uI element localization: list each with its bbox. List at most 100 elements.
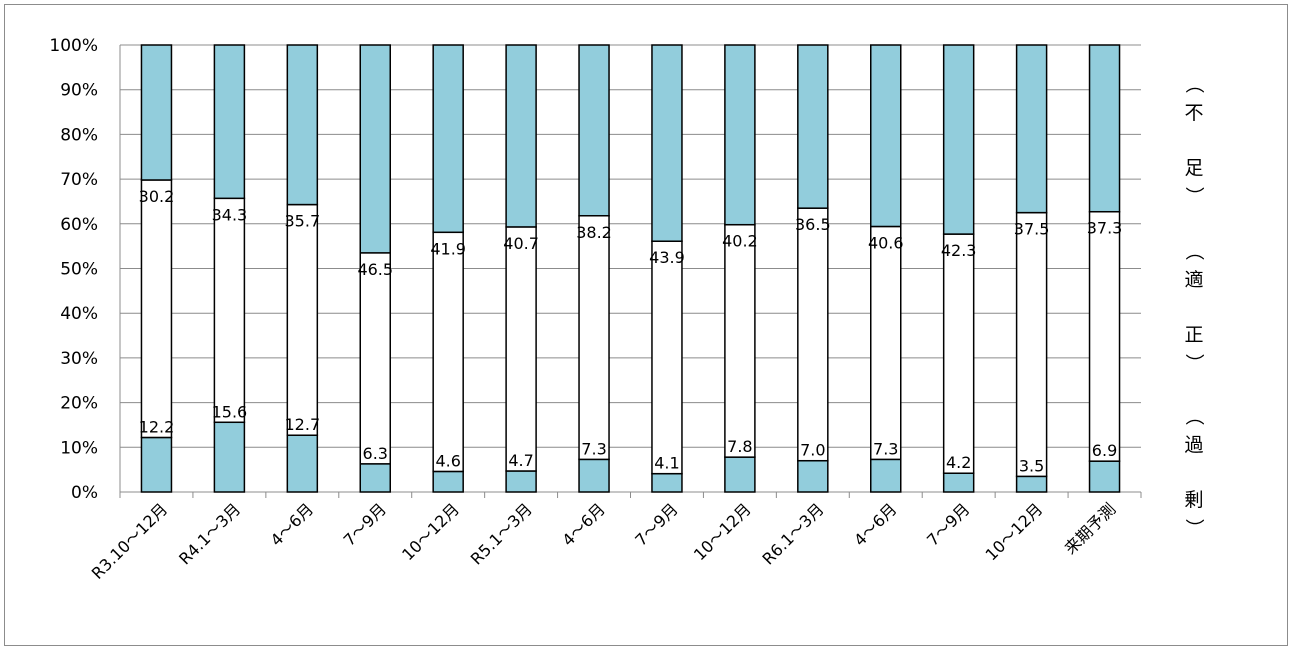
x-tick-label: R6.1～3月 xyxy=(759,499,828,568)
data-label-over: 4.2 xyxy=(946,453,971,472)
bar-segment-over xyxy=(797,459,829,493)
data-label-over: 7.0 xyxy=(800,441,825,460)
x-tick-label: R3.10～12月 xyxy=(88,499,172,583)
y-tick-label: 20% xyxy=(60,394,98,414)
x-tick-label: 4～6月 xyxy=(558,499,608,549)
data-label-short: 30.2 xyxy=(139,187,175,206)
y-tick-label: 30% xyxy=(60,349,98,369)
bar-segment-proper xyxy=(359,252,391,465)
bar-segment-proper xyxy=(724,223,756,458)
data-label-over: 3.5 xyxy=(1019,456,1044,475)
data-label-over: 4.1 xyxy=(654,454,679,473)
bar-segment-over xyxy=(359,463,391,493)
bar-segment-short xyxy=(140,44,173,181)
bar-segment-short xyxy=(213,44,246,200)
x-tick-label: 7～9月 xyxy=(631,499,681,549)
x-tick-label: R5.1～3月 xyxy=(467,499,536,568)
data-label-short: 46.5 xyxy=(357,260,393,279)
bar-segment-over xyxy=(942,472,975,493)
x-tick-label: 10～12月 xyxy=(398,499,463,564)
bar-segment-short xyxy=(724,44,756,226)
side-label-char: 正 xyxy=(1184,324,1203,346)
y-tick-label: 50% xyxy=(60,260,98,280)
x-tick-label: R4.1～3月 xyxy=(175,499,244,568)
bar-segment-short xyxy=(1015,44,1048,214)
bar-segment-over xyxy=(578,458,610,493)
bar-segment-short xyxy=(505,44,537,228)
x-tick-label: 7～9月 xyxy=(923,499,973,549)
bar-segment-over xyxy=(286,434,319,493)
bar-segment-proper xyxy=(578,215,610,461)
data-label-short: 40.2 xyxy=(722,232,758,251)
bar-segment-short xyxy=(651,44,683,242)
y-tick-label: 40% xyxy=(60,304,98,324)
bar-segment-proper xyxy=(140,179,173,439)
data-label-over: 6.3 xyxy=(363,444,388,463)
side-label-char: 適 xyxy=(1184,269,1203,291)
bar-segment-proper xyxy=(1088,210,1121,462)
bar-segment-proper xyxy=(651,240,683,475)
bar-segment-over xyxy=(870,458,902,493)
bar-segment-proper xyxy=(797,207,829,462)
side-label-char: （ xyxy=(1183,406,1205,425)
bar-segment-short xyxy=(1088,44,1121,213)
side-label-char: 不 xyxy=(1184,102,1203,124)
x-tick-label: 来期予測 xyxy=(1061,499,1120,558)
x-tick-label: 7～9月 xyxy=(340,499,390,549)
data-label-short: 40.7 xyxy=(503,234,539,253)
side-label-char: 足 xyxy=(1184,157,1203,179)
data-label-over: 12.7 xyxy=(285,415,321,434)
data-label-short: 36.5 xyxy=(795,215,831,234)
bar-segment-short xyxy=(942,44,975,235)
x-tick-label: 10～12月 xyxy=(982,499,1047,564)
side-label-char: 過 xyxy=(1184,434,1203,456)
y-tick-label: 10% xyxy=(60,438,98,458)
bar-segment-short xyxy=(432,44,464,234)
side-label-char: （ xyxy=(1183,74,1205,93)
bar-segment-short xyxy=(870,44,902,228)
x-tick-label: 4～6月 xyxy=(267,499,317,549)
data-label-short: 40.6 xyxy=(868,233,904,252)
y-tick-label: 80% xyxy=(60,125,98,145)
side-label-char: 剰 xyxy=(1184,489,1203,511)
bar-segment-over xyxy=(213,421,246,493)
bar-segment-short xyxy=(797,44,829,209)
data-label-over: 4.7 xyxy=(508,451,533,470)
bar-segment-proper xyxy=(505,226,537,472)
side-label-char: （ xyxy=(1183,241,1205,260)
bar-segment-proper xyxy=(870,225,902,461)
data-label-over: 7.3 xyxy=(581,439,606,458)
bar-segment-short xyxy=(286,44,319,206)
data-label-over: 12.2 xyxy=(139,417,175,436)
data-label-over: 6.9 xyxy=(1092,441,1117,460)
y-tick-label: 70% xyxy=(60,170,98,190)
bar-segment-over xyxy=(651,472,683,493)
data-label-short: 41.9 xyxy=(430,239,466,258)
data-label-short: 34.3 xyxy=(212,205,248,224)
data-label-short: 35.7 xyxy=(285,212,321,231)
data-label-over: 7.3 xyxy=(873,439,898,458)
y-tick-label: 60% xyxy=(60,215,98,235)
data-label-short: 43.9 xyxy=(649,248,685,267)
y-tick-label: 90% xyxy=(60,81,98,101)
bar-segment-proper xyxy=(213,197,246,424)
side-label-char: ） xyxy=(1183,353,1205,372)
bar-segment-proper xyxy=(432,231,464,473)
bar-segment-proper xyxy=(1015,211,1048,478)
bar-segment-short xyxy=(578,44,610,217)
data-label-over: 15.6 xyxy=(212,402,248,421)
y-tick-label: 100% xyxy=(49,36,98,56)
x-tick-label: 4～6月 xyxy=(850,499,900,549)
data-label-short: 42.3 xyxy=(941,241,977,260)
bar-segment-over xyxy=(1088,460,1121,493)
bar-segment-over xyxy=(505,470,537,493)
side-label-char: ） xyxy=(1183,186,1205,205)
bar-segment-short xyxy=(359,44,391,254)
x-tick-label: 10～12月 xyxy=(690,499,755,564)
y-tick-label: 0% xyxy=(71,483,98,503)
data-label-short: 37.3 xyxy=(1087,219,1123,238)
bar-segment-proper xyxy=(942,233,975,474)
data-label-over: 4.6 xyxy=(435,451,460,470)
data-label-over: 7.8 xyxy=(727,437,752,456)
